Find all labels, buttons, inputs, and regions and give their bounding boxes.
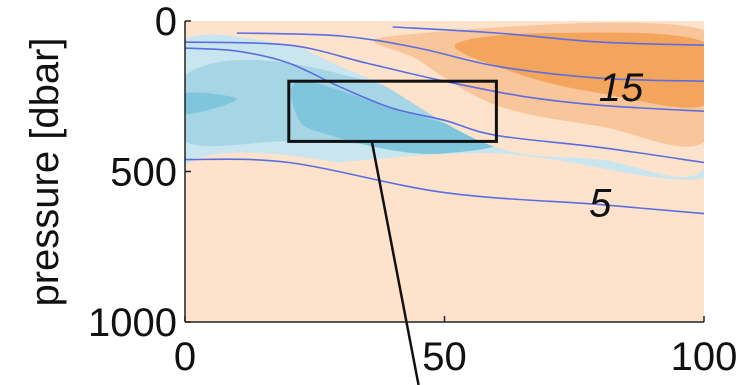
- y-tick-label: 0: [155, 0, 177, 44]
- filled-region-warm_light: [185, 152, 704, 322]
- x-tick-label: 50: [422, 335, 467, 379]
- contour-line: [392, 26, 704, 46]
- filled-contours: [185, 21, 704, 322]
- y-axis-label: pressure [dbar]: [23, 37, 67, 306]
- highlight-box: [287, 79, 498, 143]
- highlight-box-layer: [287, 79, 498, 385]
- contour-value-label: 15: [599, 66, 644, 110]
- contour-line: [185, 47, 704, 164]
- filled-region-cool_dark: [185, 92, 237, 115]
- contour-value-labels: 15 5: [589, 66, 644, 226]
- x-tick-label: 0: [174, 335, 196, 379]
- y-tick-label: 500: [110, 151, 177, 195]
- filled-region-cool_dark: [290, 81, 498, 154]
- axes: [184, 20, 705, 323]
- contour-value-label: 5: [589, 182, 612, 226]
- contour-line: [185, 158, 704, 215]
- pointer-line: [370, 141, 420, 385]
- contour-line: [236, 32, 704, 82]
- y-tick-label: 1000: [88, 301, 177, 345]
- x-tick-label: 100: [671, 335, 738, 379]
- filled-region-warm_dark: [454, 32, 704, 108]
